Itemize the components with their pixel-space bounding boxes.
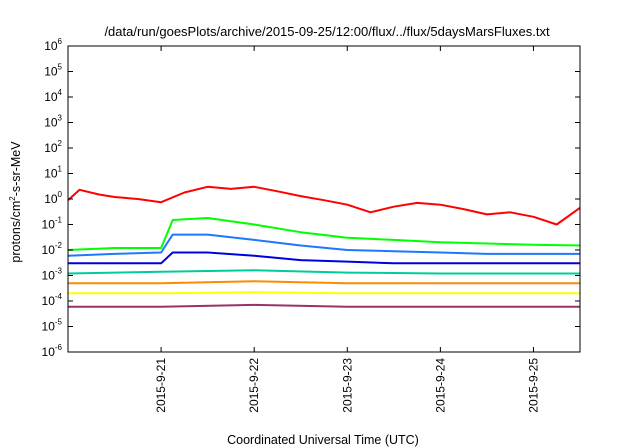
y-axis-label: protons/cm2-s-sr-MeV <box>8 141 23 263</box>
y-tick-label: 10-5 <box>42 318 63 334</box>
y-tick-label: 105 <box>44 63 62 79</box>
series-line-5 <box>67 269 580 275</box>
x-axis-label: Coordinated Universal Time (UTC) <box>227 433 419 447</box>
x-tick-label: 2015-9-24 <box>433 358 447 413</box>
plot-frame <box>67 45 581 353</box>
series-line-2 <box>67 217 581 251</box>
y-tick-label: 104 <box>44 88 62 104</box>
series-line-6 <box>68 280 580 285</box>
y-tick-label: 10-2 <box>42 241 63 257</box>
series-line-7 <box>68 291 580 295</box>
series-line-3 <box>67 233 580 257</box>
x-tick-label: 2015-9-25 <box>526 358 540 413</box>
x-tick-label: 2015-9-23 <box>340 358 354 413</box>
chart-title: /data/run/goesPlots/archive/2015-09-25/1… <box>104 24 550 39</box>
x-tick-label: 2015-9-21 <box>154 358 168 413</box>
x-tick-label: 2015-9-22 <box>247 358 261 413</box>
series-line-1 <box>67 185 581 226</box>
series-line-4 <box>68 251 580 265</box>
y-tick-label: 102 <box>44 139 62 155</box>
y-tick-label: 10-1 <box>42 216 63 232</box>
series-layer <box>67 185 581 308</box>
y-tick-label: 106 <box>44 37 62 53</box>
y-tick-label: 10-4 <box>42 292 63 308</box>
y-tick-label: 10-3 <box>42 267 63 283</box>
y-tick-label: 103 <box>44 114 62 130</box>
y-axis: 10-6 10-5 10-4 10-3 10-2 10-1 100 101 102 103 104 1… <box>42 37 580 359</box>
x-axis: 2015-9-21 2015-9-22 2015-9-23 2015-9-24 2015… <box>154 46 540 413</box>
y-tick-label: 10-6 <box>42 343 63 359</box>
y-tick-label: 101 <box>44 165 62 181</box>
series-line-8 <box>68 303 580 308</box>
y-tick-label: 100 <box>44 190 62 206</box>
